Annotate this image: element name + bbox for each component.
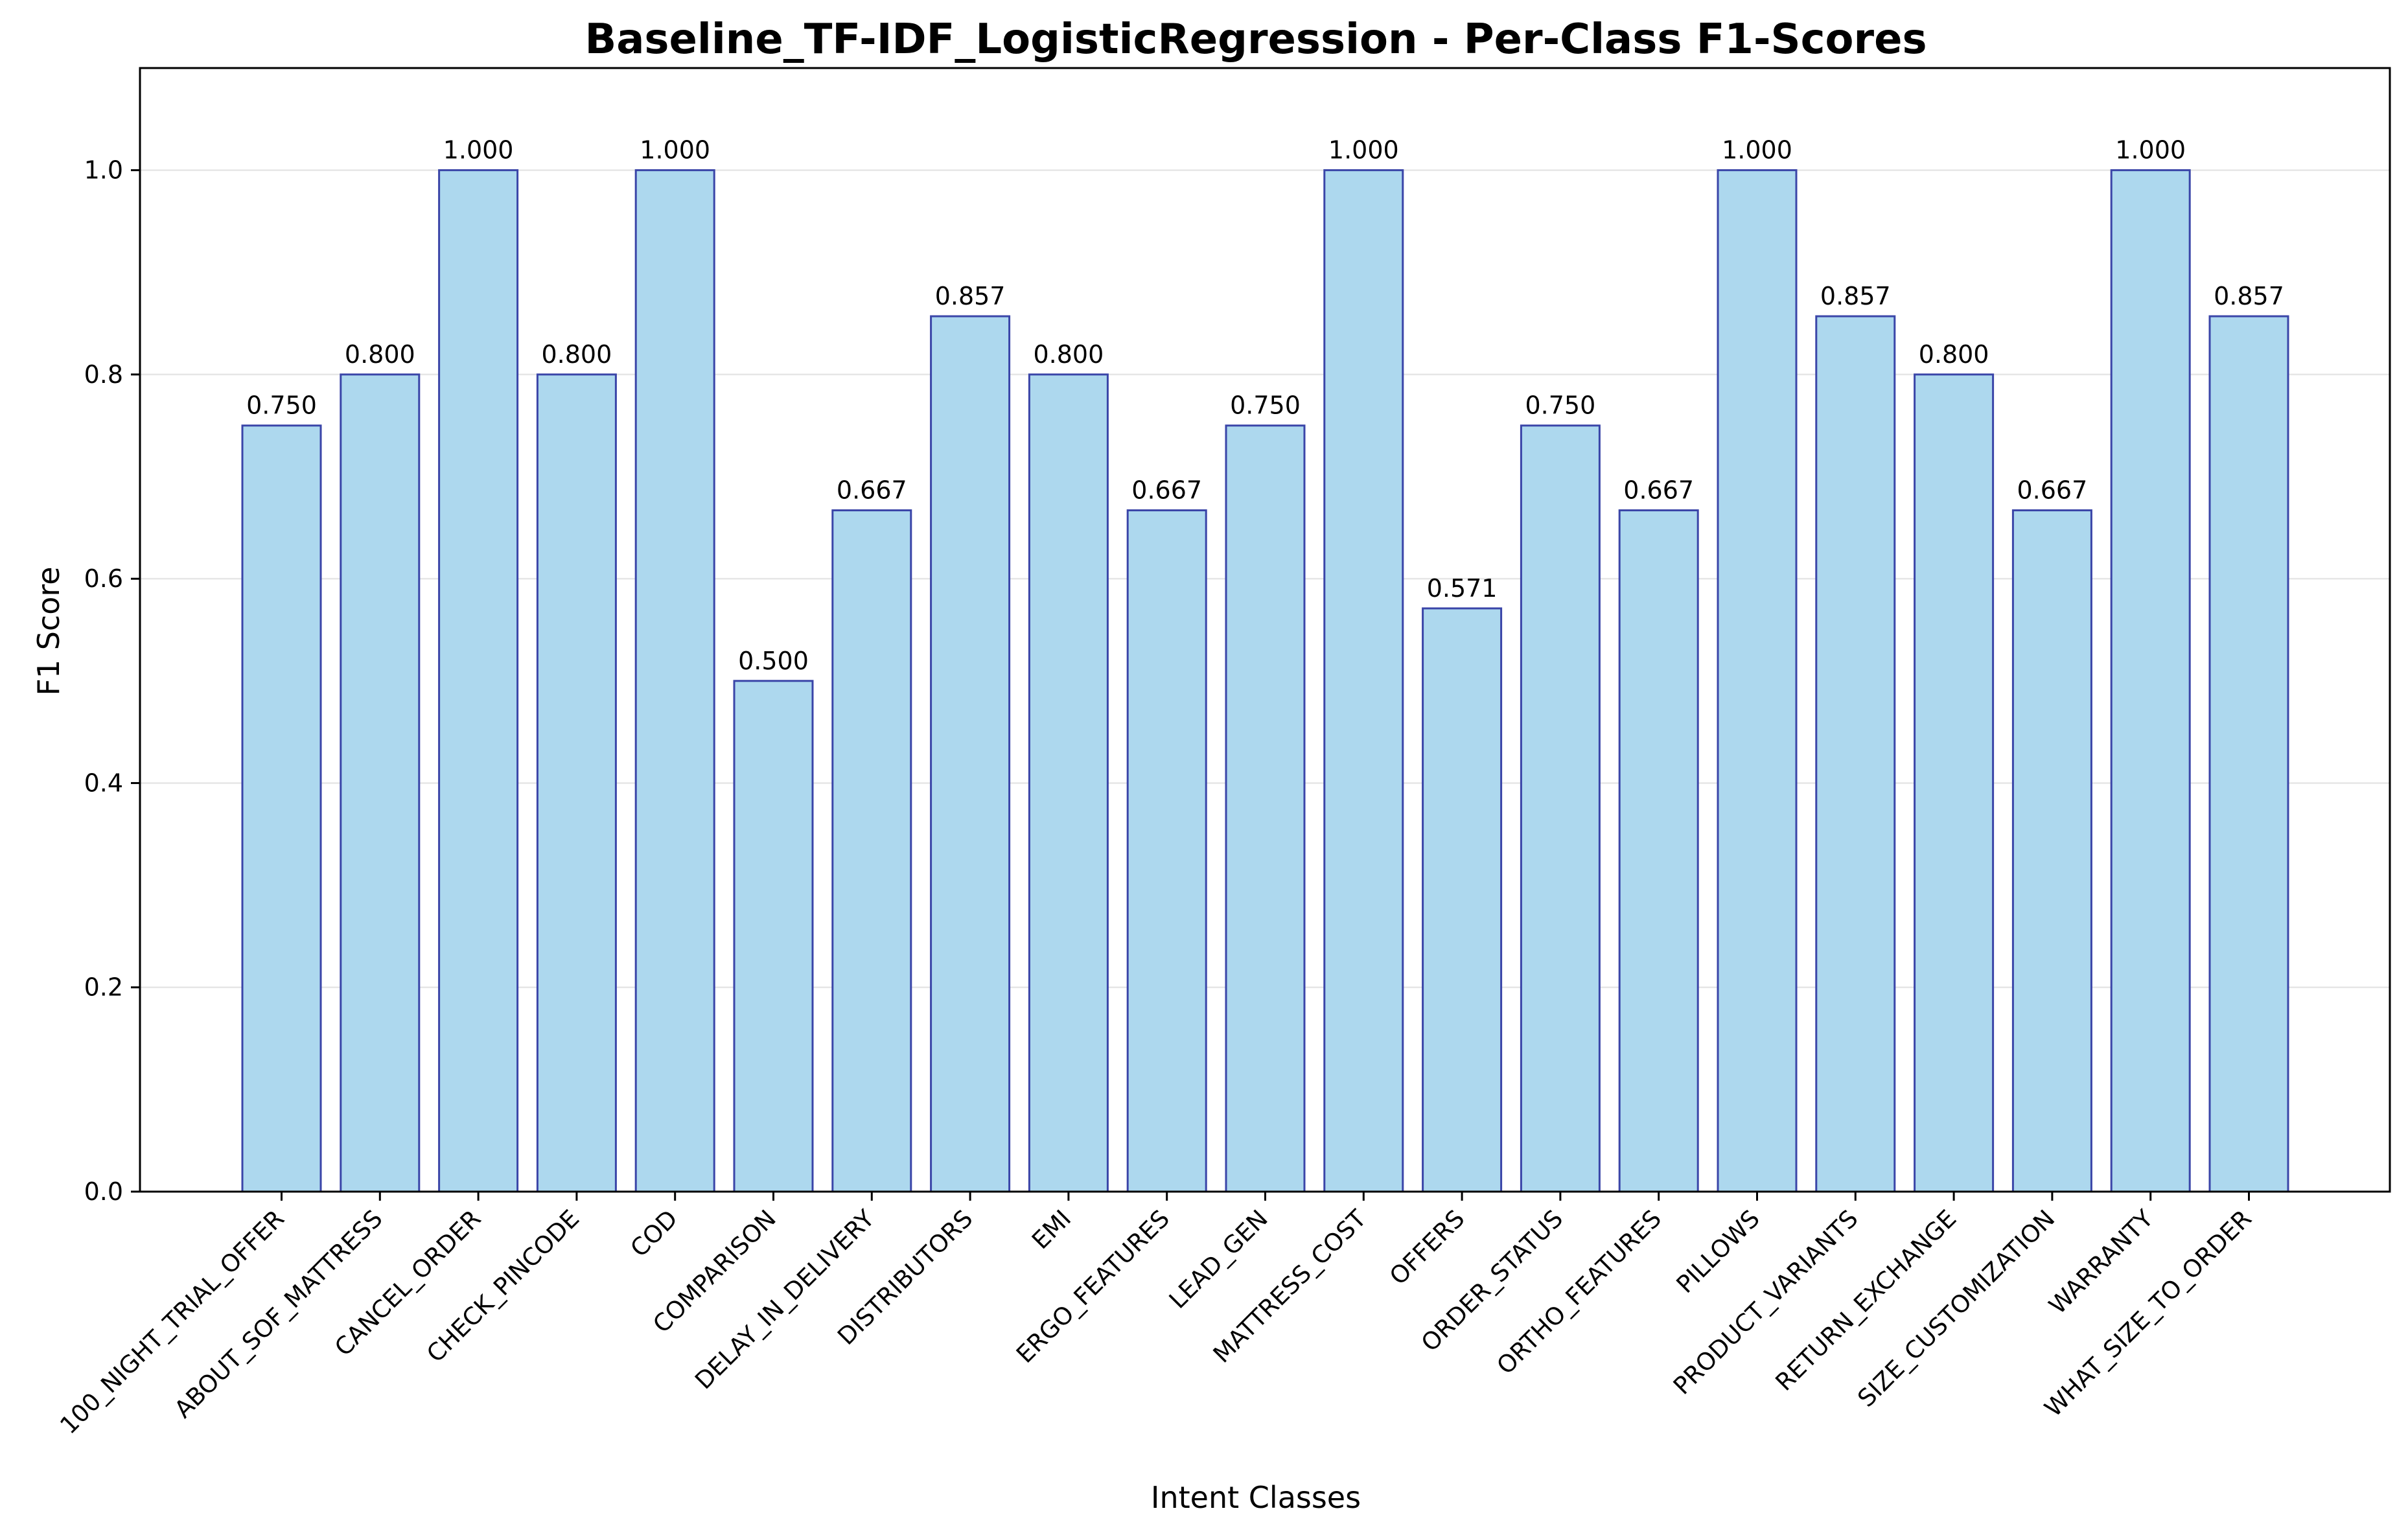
bar-value-label: 0.571 — [1427, 574, 1498, 603]
x-tick-label: DELAY_IN_DELIVERY — [689, 1205, 880, 1395]
bar — [2011, 509, 2092, 1193]
x-axis-label: Intent Classes — [1151, 1480, 1361, 1515]
x-tick-label: COD — [625, 1205, 683, 1262]
bar-value-label: 0.857 — [2214, 282, 2284, 310]
y-tick-label: 0.0 — [84, 1177, 123, 1206]
x-tick-label: LEAD_GEN — [1164, 1205, 1273, 1314]
x-tick-label: ORTHO_FEATURES — [1492, 1205, 1667, 1380]
bar — [1717, 169, 1798, 1193]
bar-value-label: 1.000 — [443, 136, 514, 165]
bar-value-label: 1.000 — [1722, 136, 1792, 165]
bar-value-label: 0.667 — [1131, 476, 1202, 505]
bar-value-label: 0.800 — [1919, 340, 1989, 369]
x-tick-label: ABOUT_SOF_MATTRESS — [169, 1205, 388, 1424]
bar — [438, 169, 519, 1193]
y-tick-label: 0.6 — [84, 564, 123, 593]
x-tick-label: RETURN_EXCHANGE — [1770, 1205, 1962, 1396]
x-tick-label: PILLOWS — [1671, 1205, 1765, 1299]
bar-value-label: 1.000 — [2115, 136, 2186, 165]
x-tick-label: SIZE_CUSTOMIZATION — [1852, 1205, 2060, 1413]
bar — [1520, 424, 1601, 1193]
bar-value-label: 0.750 — [1230, 391, 1301, 420]
bar-value-label: 0.857 — [935, 282, 1006, 310]
y-tick-label: 1.0 — [84, 156, 123, 185]
bar — [1422, 607, 1503, 1193]
bar-value-label: 0.800 — [1034, 340, 1104, 369]
bar — [1618, 509, 1699, 1193]
x-tick-label: OFFERS — [1384, 1205, 1470, 1290]
bar — [241, 424, 322, 1193]
bar — [733, 680, 814, 1193]
bar-value-label: 1.000 — [1328, 136, 1399, 165]
bar — [634, 169, 715, 1193]
bar-value-label: 0.800 — [345, 340, 415, 369]
bar — [1225, 424, 1306, 1193]
y-tick-label: 0.2 — [84, 973, 123, 1002]
x-ticks: 100_NIGHT_TRIAL_OFFERABOUT_SOF_MATTRESSC… — [54, 1192, 2257, 1440]
value-labels: 0.750 0.800 1.000 0.800 1.000 0.500 0.667 0.857… — [246, 136, 2284, 675]
bar — [1028, 373, 1109, 1193]
y-tick-label: 0.8 — [84, 360, 123, 389]
bar — [1126, 509, 1207, 1193]
bar-value-label: 0.750 — [1525, 391, 1596, 420]
bar-value-label: 0.857 — [1820, 282, 1891, 310]
bar — [340, 373, 421, 1193]
bar — [1815, 315, 1896, 1193]
x-tick-label: EMI — [1026, 1205, 1076, 1254]
bar-value-label: 0.750 — [246, 391, 317, 420]
bar-value-label: 0.500 — [738, 647, 809, 675]
bar-value-label: 1.000 — [640, 136, 710, 165]
bar — [1914, 373, 1995, 1193]
y-tick-label: 0.4 — [84, 768, 123, 797]
x-tick-label: WHAT_SIZE_TO_ORDER — [2039, 1205, 2257, 1422]
bar — [536, 373, 617, 1193]
x-tick-label: PRODUCT_VARIANTS — [1668, 1205, 1864, 1400]
bar-value-label: 0.667 — [837, 476, 907, 505]
bar-value-label: 0.667 — [1623, 476, 1694, 505]
bar — [1323, 169, 1404, 1193]
bar — [831, 509, 912, 1193]
bars — [241, 169, 2289, 1193]
y-ticks: 0.0 0.2 0.4 0.6 0.8 1.0 — [84, 156, 140, 1206]
y-axis-label: F1 Score — [31, 566, 66, 695]
bar-value-label: 0.667 — [2017, 476, 2088, 505]
bar — [930, 315, 1011, 1193]
bar — [2110, 169, 2191, 1193]
chart-title: Baseline_TF-IDF_LogisticRegression - Per… — [585, 16, 1927, 64]
bar — [2208, 315, 2289, 1193]
bar-value-label: 0.800 — [542, 340, 612, 369]
